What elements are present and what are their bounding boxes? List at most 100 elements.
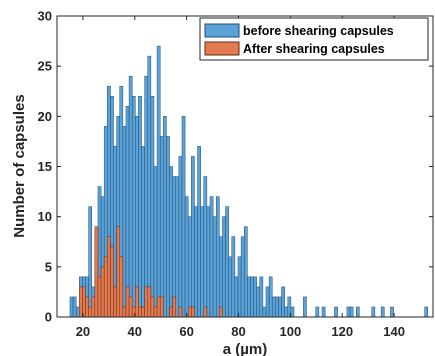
- before-shearing-bar: [125, 106, 130, 318]
- before-shearing-bar: [346, 306, 351, 318]
- legend-swatch-after: [204, 41, 240, 56]
- before-shearing-bar: [88, 206, 92, 318]
- after-shearing-bar: [169, 306, 173, 318]
- before-shearing-bar: [206, 206, 211, 318]
- legend-label-before: before shearing capsules: [243, 24, 394, 38]
- x-tick-label: 120: [331, 324, 353, 339]
- before-shearing-bar: [253, 276, 257, 318]
- after-shearing-bar: [110, 246, 114, 318]
- before-shearing-bar: [194, 206, 198, 318]
- before-shearing-bar: [178, 156, 183, 318]
- after-shearing-bar: [94, 226, 99, 318]
- before-shearing-bar: [225, 206, 229, 318]
- after-shearing-bar: [191, 306, 195, 318]
- before-shearing-bar: [215, 196, 220, 318]
- before-shearing-bar: [75, 306, 80, 318]
- before-shearing-bar: [243, 226, 248, 318]
- after-shearing-bar: [116, 226, 120, 318]
- x-axis-ticks: 20 40 60 80 100 120 140: [76, 16, 405, 339]
- x-tick-label: 20: [76, 324, 90, 339]
- after-shearing-bar: [103, 256, 108, 318]
- after-shearing-bar: [125, 286, 130, 318]
- x-axis-title: a (µm): [223, 341, 267, 356]
- before-shearing-bar: [334, 306, 338, 318]
- x-tick-label: 100: [280, 324, 302, 339]
- after-shearing-bar: [91, 296, 96, 318]
- x-tick-label: 40: [128, 324, 142, 339]
- before-shearing-bar: [275, 296, 279, 318]
- after-shearing-bar: [178, 306, 183, 318]
- before-shearing-bar: [181, 116, 186, 318]
- before-shearing-bar: [172, 176, 177, 318]
- before-shearing-bar: [187, 216, 192, 318]
- y-axis-title: Number of capsules: [11, 94, 28, 237]
- before-shearing-bar: [240, 236, 245, 318]
- after-shearing-bar: [203, 306, 208, 318]
- before-shearing-bar: [200, 206, 205, 318]
- before-shearing-bar: [184, 196, 189, 318]
- after-shearing-bar: [122, 306, 127, 318]
- before-shearing-bar: [349, 306, 354, 318]
- before-shearing-bar: [197, 146, 201, 318]
- after-shearing-bar: [159, 296, 164, 318]
- after-shearing-bar: [141, 306, 145, 318]
- x-tick-label: 80: [231, 324, 245, 339]
- before-shearing-bar: [380, 306, 385, 318]
- before-shearing-bar: [228, 256, 233, 318]
- before-shearing-bar: [153, 166, 158, 318]
- before-shearing-bar: [321, 306, 326, 318]
- before-shearing-bar: [315, 306, 320, 318]
- before-shearing-bar: [268, 276, 273, 318]
- before-shearing-bar: [271, 296, 276, 318]
- legend-swatch-before: [204, 23, 240, 38]
- before-shearing-bar: [390, 306, 394, 318]
- before-shearing-bar: [131, 96, 136, 318]
- before-shearing-bar: [203, 176, 208, 318]
- before-shearing-bar: [259, 276, 264, 318]
- before-shearing-bar: [290, 306, 295, 318]
- before-shearing-bar: [212, 216, 217, 318]
- before-shearing-bar: [355, 306, 360, 318]
- before-shearing-bar: [72, 296, 77, 318]
- before-shearing-bar: [163, 116, 167, 318]
- legend: before shearing capsules After shearing …: [199, 17, 429, 61]
- before-shearing-bar: [303, 296, 307, 318]
- before-shearing-bar: [128, 75, 133, 318]
- after-shearing-bar: [79, 286, 83, 318]
- before-shearing-bar: [371, 306, 376, 318]
- before-shearing-bar: [191, 156, 195, 318]
- after-shearing-bar: [144, 286, 149, 318]
- y-tick-label: 15: [38, 159, 52, 174]
- after-shearing-bar: [187, 306, 192, 318]
- before-shearing-bar: [281, 286, 285, 318]
- before-shearing-bar: [284, 306, 289, 318]
- legend-label-after: After shearing capsules: [243, 42, 385, 56]
- y-tick-label: 5: [45, 259, 52, 274]
- before-shearing-bar: [169, 166, 173, 318]
- y-tick-label: 0: [45, 310, 52, 325]
- before-shearing-bar: [231, 236, 236, 318]
- after-shearing-bar: [147, 286, 152, 318]
- y-tick-label: 25: [38, 59, 52, 74]
- after-shearing-bar: [138, 306, 142, 318]
- before-shearing-bar: [147, 55, 152, 318]
- after-shearing-bar: [100, 266, 105, 318]
- after-shearing-bar: [85, 296, 89, 318]
- before-shearing-bar: [265, 286, 270, 318]
- y-tick-label: 20: [38, 109, 52, 124]
- after-shearing-bar: [150, 296, 155, 318]
- after-shearing-bar: [107, 236, 111, 318]
- before-shearing-bar: [141, 146, 145, 318]
- after-shearing-bar: [172, 296, 177, 318]
- before-shearing-bar: [175, 176, 180, 318]
- before-shearing-bar: [222, 216, 226, 318]
- before-shearing-bar: [144, 75, 149, 318]
- y-tick-label: 10: [38, 209, 52, 224]
- before-shearing-bar: [237, 256, 242, 318]
- before-shearing-bar: [256, 286, 261, 318]
- before-shearing-bar: [150, 96, 155, 318]
- before-shearing-bar: [278, 296, 282, 318]
- before-shearing-bar: [234, 276, 239, 318]
- x-tick-label: 140: [383, 324, 405, 339]
